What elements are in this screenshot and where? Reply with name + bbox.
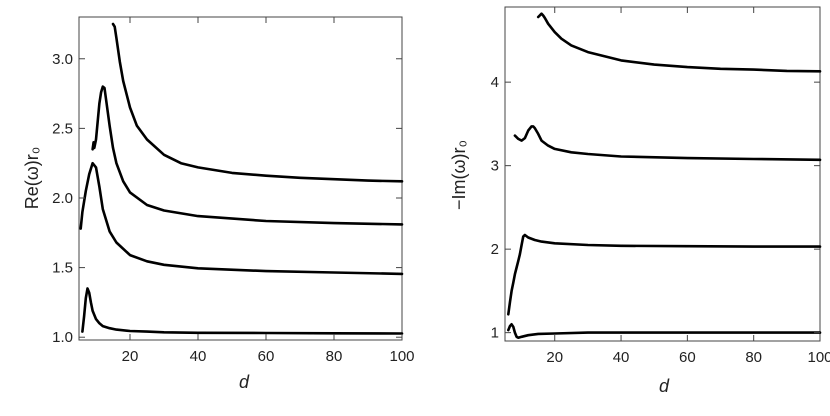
- right-x-tick-label: 40: [613, 349, 630, 366]
- left-x-tick-label: 40: [190, 348, 207, 365]
- re-omega-panel: 20 40 60 80 100 1.0 1.5 2.0 2.5 3.0 d Re(ω)r₀: [22, 16, 415, 392]
- right-series-1-line: [506, 322, 822, 340]
- left-plot-frame: [78, 16, 403, 341]
- right-x-axis-label: d: [659, 376, 670, 396]
- right-series-4-line: [536, 12, 822, 73]
- left-x-tick-label: 80: [326, 348, 343, 365]
- left-x-axis-label: d: [239, 372, 250, 392]
- right-y-tick-label: 3: [491, 158, 499, 175]
- left-series-4-line: [111, 22, 404, 183]
- left-y-tick-label: 1.5: [52, 260, 73, 277]
- left-x-tick-label: 100: [389, 348, 414, 365]
- left-x-tick-label: 20: [122, 348, 139, 365]
- left-y-tick-label: 1.0: [52, 329, 73, 346]
- right-curves: [506, 12, 822, 340]
- right-x-tick-label: 80: [745, 349, 762, 366]
- right-x-tick-label: 100: [807, 349, 830, 366]
- left-curves: [79, 22, 404, 335]
- left-y-axis-label: Re(ω)r₀: [22, 147, 42, 210]
- right-y-tick-label: 2: [491, 241, 499, 258]
- right-series-3-line: [513, 125, 822, 162]
- left-y-tick-label: 2.5: [52, 120, 73, 137]
- right-y-axis-label: −Im(ω)r₀: [449, 140, 469, 210]
- left-ticks: 20 40 60 80 100 1.0 1.5 2.0 2.5 3.0: [52, 17, 415, 365]
- right-plot-frame: [504, 6, 821, 342]
- im-omega-panel: 20 40 60 80 100 1 2 3 4 d −Im(ω)r₀: [449, 6, 830, 396]
- left-series-3-line: [91, 85, 404, 226]
- left-y-tick-label: 2.0: [52, 190, 73, 207]
- left-y-tick-label: 3.0: [52, 51, 73, 68]
- right-ticks: 20 40 60 80 100 1 2 3 4: [491, 7, 830, 366]
- right-series-2-line: [506, 233, 822, 316]
- right-x-tick-label: 20: [546, 349, 563, 366]
- left-x-tick-label: 60: [258, 348, 275, 365]
- right-x-tick-label: 60: [679, 349, 696, 366]
- right-y-tick-label: 1: [491, 325, 499, 342]
- right-y-tick-label: 4: [491, 74, 499, 91]
- left-series-1-line: [81, 287, 404, 335]
- left-series-2-line: [79, 161, 404, 276]
